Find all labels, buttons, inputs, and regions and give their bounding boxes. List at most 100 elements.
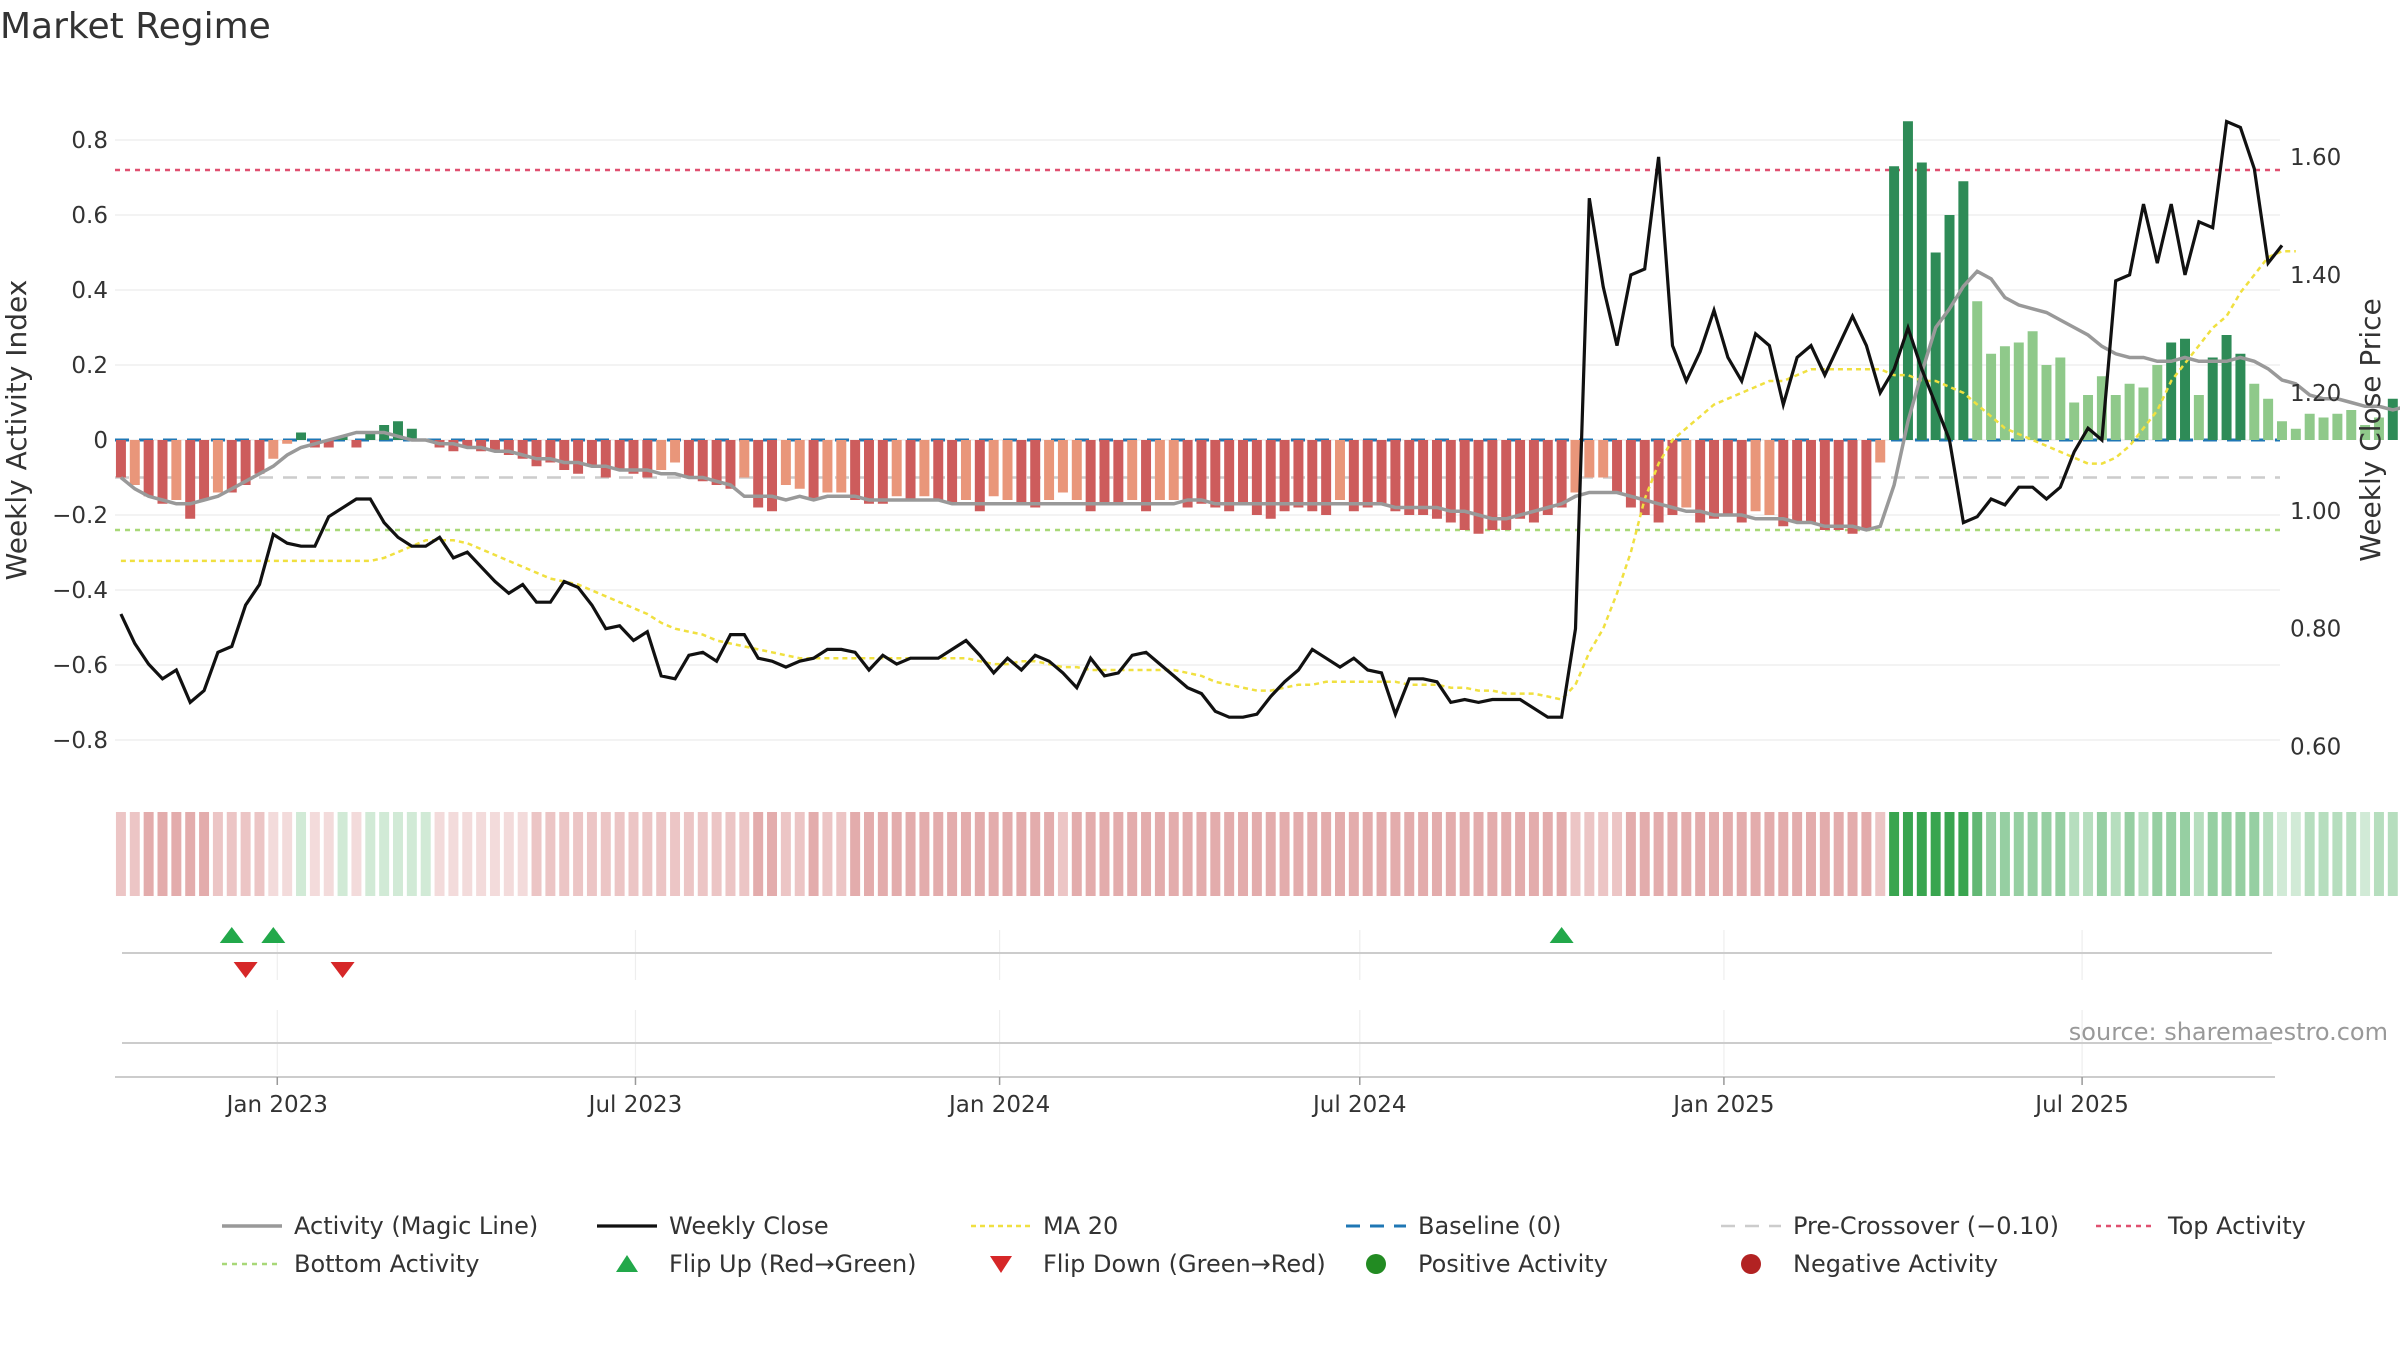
y-tick-label: −0.2 [52, 503, 108, 529]
regime-cell [1833, 812, 1844, 896]
activity-bar [1625, 440, 1636, 508]
activity-bar [1307, 440, 1318, 512]
regime-cell [296, 812, 307, 896]
activity-bar [517, 440, 528, 459]
regime-cell [573, 812, 584, 896]
legend-item-top: Top Activity [2096, 1212, 2306, 1240]
regime-cell [1875, 812, 1886, 896]
regime-cell [2207, 812, 2218, 896]
activity-bar [725, 440, 736, 489]
regime-cell [448, 812, 459, 896]
regime-cell [2110, 812, 2121, 896]
regime-cell [1999, 812, 2010, 896]
regime-strip [115, 812, 2398, 896]
legend-label: Flip Up (Red→Green) [669, 1250, 917, 1278]
activity-bar [1251, 440, 1262, 515]
flip-up-icon [616, 1255, 638, 1272]
regime-cell [2221, 812, 2232, 896]
regime-cell [1016, 812, 1027, 896]
activity-bar [1916, 162, 1927, 440]
regime-cell [517, 812, 528, 896]
y2-tick-label: 0.80 [2290, 617, 2341, 643]
negative-dot-icon [1741, 1254, 1761, 1274]
activity-bar [1487, 440, 1498, 530]
regime-cell [476, 812, 487, 896]
regime-cell [115, 812, 126, 896]
legend-item-precross: Pre-Crossover (−0.10) [1721, 1212, 2059, 1240]
activity-bar [614, 440, 625, 470]
regime-cell [919, 812, 930, 896]
activity-bar [697, 440, 708, 482]
regime-cell [1154, 812, 1165, 896]
activity-bar [1986, 353, 1997, 440]
activity-bar [1639, 440, 1650, 515]
regime-cell [365, 812, 376, 896]
activity-bar [1902, 121, 1913, 440]
regime-cell [2249, 812, 2260, 896]
regime-cell [240, 812, 251, 896]
regime-cell [1376, 812, 1387, 896]
activity-bar [2055, 357, 2066, 440]
y-tick-label: 0 [93, 428, 108, 454]
regime-cell [1819, 812, 1830, 896]
regime-cell [559, 812, 570, 896]
weekly-close-line [119, 119, 2284, 719]
activity-bar [2373, 417, 2384, 440]
regime-cell [1418, 812, 1429, 896]
activity-bar [919, 440, 930, 497]
regime-cell [1473, 812, 1484, 896]
legend-item-baseline: Baseline (0) [1346, 1212, 1561, 1240]
regime-cell [545, 812, 556, 896]
activity-bar [877, 440, 888, 504]
regime-cell [2083, 812, 2094, 896]
regime-cell [891, 812, 902, 896]
activity-bar [794, 440, 805, 489]
activity-bar [1805, 440, 1816, 523]
activity-bar [406, 428, 417, 440]
activity-bar [1362, 440, 1373, 508]
legend-label: MA 20 [1043, 1212, 1118, 1240]
activity-bar [1141, 440, 1152, 512]
regime-cell [1986, 812, 1997, 896]
regime-cell [1681, 812, 1692, 896]
regime-cell [129, 812, 140, 896]
regime-cell [323, 812, 334, 896]
activity-bar [1736, 440, 1747, 523]
activity-bar [1085, 440, 1096, 512]
legend: Activity (Magic Line) Weekly Close MA 20 Ba… [222, 1212, 2306, 1278]
regime-cell [877, 812, 888, 896]
regime-cell [2276, 812, 2287, 896]
regime-cell [1501, 812, 1512, 896]
regime-cell [337, 812, 348, 896]
regime-cell [351, 812, 362, 896]
activity-bar [268, 440, 279, 459]
regime-cell [808, 812, 819, 896]
regime-cell [1431, 812, 1442, 896]
regime-cell [780, 812, 791, 896]
activity-bar [129, 440, 140, 485]
flip-markers-panel [122, 927, 2272, 980]
activity-bar [2290, 428, 2301, 440]
regime-cell [836, 812, 847, 896]
x-tick-label: Jul 2025 [2033, 1092, 2129, 1118]
activity-bar [351, 440, 362, 448]
activity-bar [1972, 301, 1983, 440]
activity-bar [1224, 440, 1235, 512]
regime-cell [309, 812, 320, 896]
positive-dot-icon [1366, 1254, 1386, 1274]
regime-cell [2373, 812, 2384, 896]
regime-cell [254, 812, 265, 896]
regime-cell [1196, 812, 1207, 896]
regime-cell [1612, 812, 1623, 896]
activity-bar [476, 440, 487, 452]
legend-item-bottom: Bottom Activity [222, 1250, 479, 1278]
regime-cell [1805, 812, 1816, 896]
regime-cell [1764, 812, 1775, 896]
activity-bar [933, 440, 944, 500]
activity-bar [448, 440, 459, 452]
activity-bar [2387, 398, 2398, 440]
activity-bar [1390, 440, 1401, 512]
regime-cell [1238, 812, 1249, 896]
activity-bar [2041, 365, 2052, 440]
activity-bar [1612, 440, 1623, 493]
